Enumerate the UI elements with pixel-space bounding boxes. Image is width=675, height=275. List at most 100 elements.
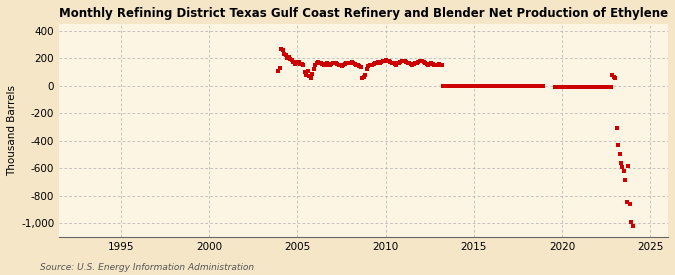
Point xyxy=(500,84,510,88)
Point xyxy=(400,59,410,64)
Point xyxy=(391,62,402,67)
Point xyxy=(295,62,306,66)
Point xyxy=(430,63,441,68)
Point xyxy=(520,84,531,88)
Point xyxy=(563,85,574,89)
Point xyxy=(370,61,381,65)
Point xyxy=(589,85,600,89)
Point xyxy=(626,219,637,224)
Point xyxy=(275,66,286,70)
Point xyxy=(330,61,341,65)
Point xyxy=(473,84,484,88)
Point xyxy=(527,84,538,88)
Point xyxy=(371,60,382,65)
Point xyxy=(448,84,459,88)
Point xyxy=(580,85,591,89)
Point xyxy=(369,62,379,66)
Point xyxy=(350,62,360,66)
Point xyxy=(492,84,503,88)
Point xyxy=(598,85,609,89)
Point xyxy=(339,62,350,66)
Point xyxy=(354,64,364,68)
Point xyxy=(345,60,356,65)
Point xyxy=(379,58,389,63)
Point xyxy=(302,69,313,73)
Point xyxy=(611,126,622,130)
Point xyxy=(495,84,506,88)
Point xyxy=(570,85,580,89)
Point xyxy=(583,85,594,89)
Point xyxy=(556,85,566,89)
Point xyxy=(451,84,462,88)
Point xyxy=(436,63,447,68)
Point xyxy=(429,62,439,67)
Point xyxy=(506,84,516,88)
Point xyxy=(326,62,337,66)
Point xyxy=(471,84,482,88)
Point xyxy=(457,84,468,88)
Point xyxy=(483,84,494,88)
Point xyxy=(597,85,608,89)
Point xyxy=(341,61,352,65)
Point xyxy=(617,165,628,170)
Point xyxy=(387,61,398,65)
Point xyxy=(523,84,534,88)
Point xyxy=(508,84,519,88)
Point xyxy=(377,59,388,64)
Point xyxy=(310,63,321,67)
Point xyxy=(333,62,344,67)
Point xyxy=(518,84,529,88)
Point xyxy=(524,84,535,88)
Point xyxy=(526,84,537,88)
Point xyxy=(435,62,446,67)
Point xyxy=(346,60,357,64)
Point xyxy=(512,84,523,88)
Point xyxy=(467,84,478,88)
Point xyxy=(305,76,316,80)
Point xyxy=(605,85,616,89)
Point xyxy=(360,73,371,78)
Point xyxy=(279,52,290,56)
Point xyxy=(561,85,572,89)
Point xyxy=(361,67,372,72)
Point xyxy=(411,60,422,65)
Point xyxy=(423,62,434,67)
Point xyxy=(432,62,443,67)
Point xyxy=(468,84,479,88)
Point xyxy=(482,84,493,88)
Point xyxy=(560,85,570,89)
Point xyxy=(296,62,307,67)
Point xyxy=(627,224,638,228)
Point xyxy=(551,85,562,89)
Point xyxy=(433,62,444,66)
Point xyxy=(316,61,327,66)
Point xyxy=(325,63,335,68)
Point xyxy=(586,85,597,89)
Point xyxy=(477,84,488,88)
Point xyxy=(485,84,495,88)
Point xyxy=(532,84,543,88)
Point xyxy=(452,84,463,88)
Point xyxy=(395,60,406,64)
Point xyxy=(533,84,544,88)
Point xyxy=(592,85,603,89)
Point xyxy=(610,76,620,80)
Point xyxy=(624,202,635,207)
Point xyxy=(284,55,294,59)
Point xyxy=(425,62,435,66)
Point xyxy=(442,84,453,88)
Point xyxy=(342,60,353,65)
Point xyxy=(454,84,464,88)
Point xyxy=(396,59,407,64)
Point xyxy=(291,61,302,65)
Point xyxy=(280,53,291,58)
Point xyxy=(466,84,477,88)
Point xyxy=(498,84,509,88)
Point xyxy=(536,84,547,88)
Point xyxy=(352,63,363,68)
Point xyxy=(595,85,606,89)
Point xyxy=(405,62,416,66)
Point xyxy=(376,60,387,64)
Point xyxy=(292,59,303,64)
Point xyxy=(491,84,502,88)
